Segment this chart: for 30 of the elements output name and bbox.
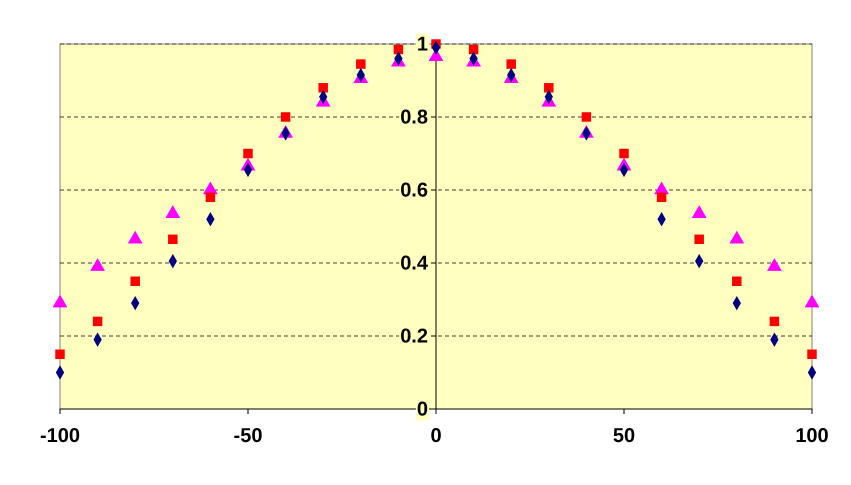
point	[694, 234, 704, 244]
point	[243, 148, 253, 158]
y-tick-label: 0	[416, 398, 428, 420]
x-tick-label: -100	[40, 425, 80, 448]
x-tick-label: -50	[234, 425, 262, 448]
point	[168, 234, 178, 244]
point	[807, 350, 817, 359]
point	[582, 112, 592, 122]
point	[468, 44, 478, 54]
y-tick-label: 0.6	[400, 179, 428, 202]
x-tick-label: 100	[795, 425, 829, 448]
point	[506, 59, 516, 69]
y-tick-label: 0.8	[400, 106, 428, 128]
point	[92, 316, 102, 326]
point	[656, 192, 666, 202]
y-tick-label: 1	[416, 33, 428, 56]
point	[130, 276, 140, 286]
point	[356, 59, 366, 69]
point	[318, 83, 328, 93]
point	[732, 276, 742, 286]
point	[280, 112, 290, 122]
y-tick-label: 0.2	[400, 325, 428, 348]
point	[206, 192, 216, 202]
point	[544, 83, 554, 93]
x-tick-label: 50	[612, 425, 636, 448]
point	[55, 350, 65, 359]
point	[394, 44, 404, 54]
y-tick-label: 0.4	[400, 252, 429, 274]
point	[619, 148, 629, 158]
point	[770, 316, 780, 326]
